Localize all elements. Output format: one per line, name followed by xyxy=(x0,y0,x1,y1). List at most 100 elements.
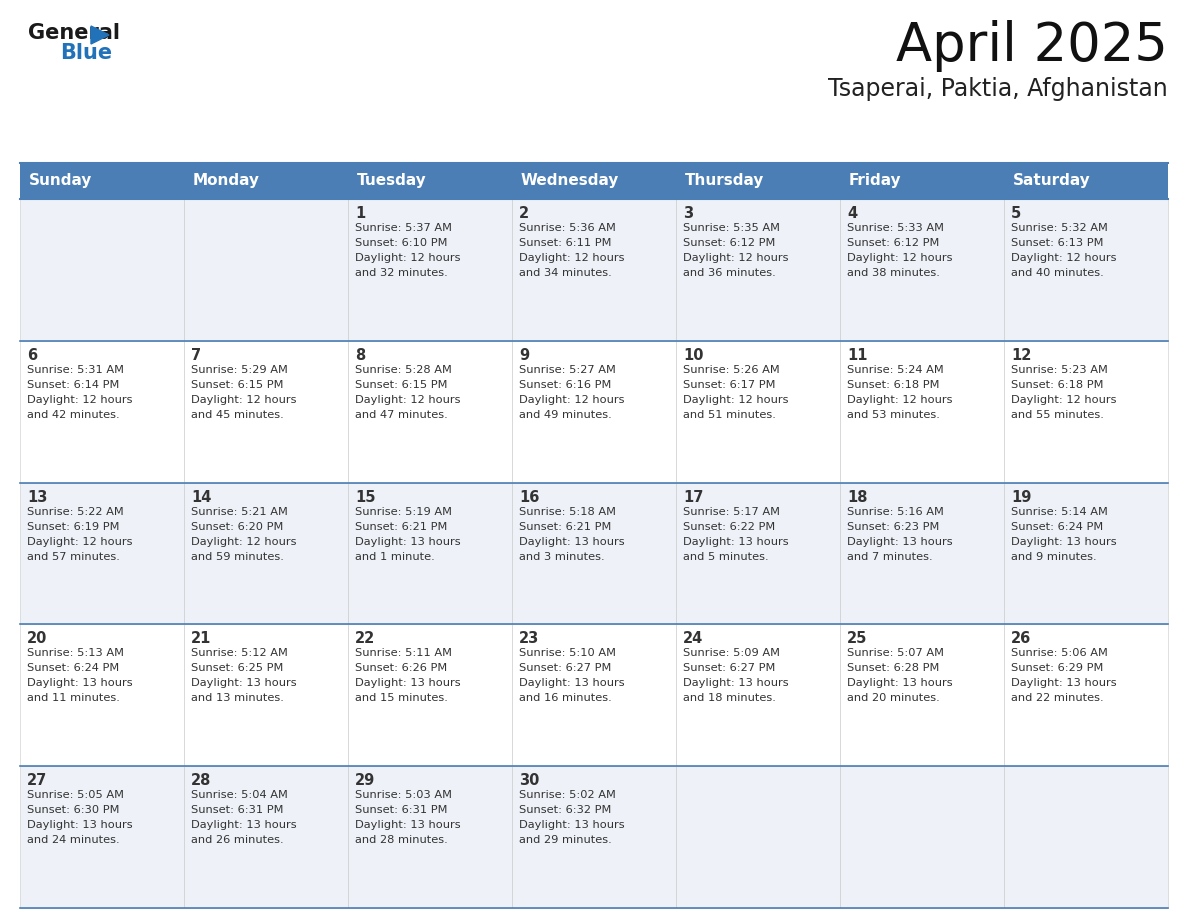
Text: and 18 minutes.: and 18 minutes. xyxy=(683,693,776,703)
Text: and 36 minutes.: and 36 minutes. xyxy=(683,268,776,278)
Text: Sunrise: 5:18 AM: Sunrise: 5:18 AM xyxy=(519,507,617,517)
Text: Daylight: 12 hours: Daylight: 12 hours xyxy=(519,395,625,405)
Text: 12: 12 xyxy=(1011,348,1031,363)
Text: 26: 26 xyxy=(1011,632,1031,646)
Text: Sunset: 6:23 PM: Sunset: 6:23 PM xyxy=(847,521,940,532)
Text: Sunset: 6:16 PM: Sunset: 6:16 PM xyxy=(519,380,612,390)
Text: Sunrise: 5:19 AM: Sunrise: 5:19 AM xyxy=(355,507,451,517)
Bar xyxy=(348,624,512,767)
Text: Daylight: 12 hours: Daylight: 12 hours xyxy=(1011,253,1117,263)
Text: Sunset: 6:24 PM: Sunset: 6:24 PM xyxy=(1011,521,1104,532)
Text: Sunrise: 5:35 AM: Sunrise: 5:35 AM xyxy=(683,223,781,233)
Bar xyxy=(20,767,184,908)
Text: and 40 minutes.: and 40 minutes. xyxy=(1011,268,1104,278)
Text: Sunset: 6:24 PM: Sunset: 6:24 PM xyxy=(27,664,119,674)
Text: 28: 28 xyxy=(191,773,211,789)
Text: 2: 2 xyxy=(519,206,529,221)
Text: and 11 minutes.: and 11 minutes. xyxy=(27,693,120,703)
Text: Daylight: 13 hours: Daylight: 13 hours xyxy=(519,678,625,688)
Text: Daylight: 13 hours: Daylight: 13 hours xyxy=(683,537,789,546)
Text: 3: 3 xyxy=(683,206,693,221)
Text: Daylight: 13 hours: Daylight: 13 hours xyxy=(847,678,953,688)
Bar xyxy=(348,483,512,624)
Text: Daylight: 12 hours: Daylight: 12 hours xyxy=(1011,395,1117,405)
Bar xyxy=(512,624,676,767)
Text: Sunrise: 5:37 AM: Sunrise: 5:37 AM xyxy=(355,223,451,233)
Text: and 57 minutes.: and 57 minutes. xyxy=(27,552,120,562)
Text: Sunrise: 5:12 AM: Sunrise: 5:12 AM xyxy=(191,648,287,658)
Text: Sunrise: 5:27 AM: Sunrise: 5:27 AM xyxy=(519,364,615,375)
Text: Sunrise: 5:26 AM: Sunrise: 5:26 AM xyxy=(683,364,779,375)
Text: Daylight: 13 hours: Daylight: 13 hours xyxy=(1011,537,1117,546)
Text: Saturday: Saturday xyxy=(1013,174,1091,188)
Bar xyxy=(20,341,184,483)
Text: Sunset: 6:21 PM: Sunset: 6:21 PM xyxy=(519,521,612,532)
Bar xyxy=(184,199,348,341)
Text: Daylight: 12 hours: Daylight: 12 hours xyxy=(27,537,133,546)
Text: Monday: Monday xyxy=(192,174,260,188)
Bar xyxy=(840,483,1004,624)
Bar xyxy=(676,624,840,767)
Text: Sunrise: 5:07 AM: Sunrise: 5:07 AM xyxy=(847,648,944,658)
Text: Sunrise: 5:09 AM: Sunrise: 5:09 AM xyxy=(683,648,781,658)
Text: Sunrise: 5:03 AM: Sunrise: 5:03 AM xyxy=(355,790,451,800)
Text: and 1 minute.: and 1 minute. xyxy=(355,552,435,562)
Text: 1: 1 xyxy=(355,206,365,221)
Text: and 45 minutes.: and 45 minutes. xyxy=(191,409,284,420)
Bar xyxy=(348,199,512,341)
Text: 19: 19 xyxy=(1011,489,1031,505)
Text: Sunday: Sunday xyxy=(29,174,93,188)
Bar xyxy=(1004,767,1168,908)
Bar xyxy=(840,624,1004,767)
Text: Sunset: 6:31 PM: Sunset: 6:31 PM xyxy=(191,805,284,815)
Text: Daylight: 13 hours: Daylight: 13 hours xyxy=(519,820,625,830)
Text: 29: 29 xyxy=(355,773,375,789)
Text: Daylight: 13 hours: Daylight: 13 hours xyxy=(355,678,461,688)
Bar xyxy=(840,199,1004,341)
Text: 7: 7 xyxy=(191,348,201,363)
Text: Sunset: 6:21 PM: Sunset: 6:21 PM xyxy=(355,521,448,532)
Polygon shape xyxy=(91,26,109,44)
Bar xyxy=(1004,624,1168,767)
Text: and 29 minutes.: and 29 minutes. xyxy=(519,835,612,845)
Text: and 42 minutes.: and 42 minutes. xyxy=(27,409,120,420)
Text: Sunrise: 5:02 AM: Sunrise: 5:02 AM xyxy=(519,790,615,800)
Bar xyxy=(840,341,1004,483)
Text: Daylight: 12 hours: Daylight: 12 hours xyxy=(847,395,953,405)
Text: Sunrise: 5:13 AM: Sunrise: 5:13 AM xyxy=(27,648,124,658)
Bar xyxy=(1004,483,1168,624)
Text: Sunset: 6:14 PM: Sunset: 6:14 PM xyxy=(27,380,119,390)
Text: 16: 16 xyxy=(519,489,539,505)
Text: Sunset: 6:30 PM: Sunset: 6:30 PM xyxy=(27,805,120,815)
Text: Sunrise: 5:23 AM: Sunrise: 5:23 AM xyxy=(1011,364,1108,375)
Text: 21: 21 xyxy=(191,632,211,646)
Text: Sunrise: 5:14 AM: Sunrise: 5:14 AM xyxy=(1011,507,1108,517)
Text: Sunrise: 5:33 AM: Sunrise: 5:33 AM xyxy=(847,223,944,233)
Text: 17: 17 xyxy=(683,489,703,505)
Text: Sunset: 6:18 PM: Sunset: 6:18 PM xyxy=(1011,380,1104,390)
Bar xyxy=(184,624,348,767)
Text: and 49 minutes.: and 49 minutes. xyxy=(519,409,612,420)
Text: Sunrise: 5:11 AM: Sunrise: 5:11 AM xyxy=(355,648,451,658)
Text: Daylight: 12 hours: Daylight: 12 hours xyxy=(355,253,461,263)
Text: Sunrise: 5:24 AM: Sunrise: 5:24 AM xyxy=(847,364,943,375)
Text: Daylight: 13 hours: Daylight: 13 hours xyxy=(519,537,625,546)
Bar xyxy=(512,483,676,624)
Text: and 26 minutes.: and 26 minutes. xyxy=(191,835,284,845)
Text: and 51 minutes.: and 51 minutes. xyxy=(683,409,776,420)
Text: Daylight: 13 hours: Daylight: 13 hours xyxy=(27,678,133,688)
Text: 27: 27 xyxy=(27,773,48,789)
Text: Sunset: 6:12 PM: Sunset: 6:12 PM xyxy=(847,238,940,248)
Text: Daylight: 12 hours: Daylight: 12 hours xyxy=(355,395,461,405)
Text: and 55 minutes.: and 55 minutes. xyxy=(1011,409,1104,420)
Text: Sunrise: 5:17 AM: Sunrise: 5:17 AM xyxy=(683,507,781,517)
Bar xyxy=(676,341,840,483)
Text: Sunset: 6:18 PM: Sunset: 6:18 PM xyxy=(847,380,940,390)
Text: Sunset: 6:28 PM: Sunset: 6:28 PM xyxy=(847,664,940,674)
Text: 14: 14 xyxy=(191,489,211,505)
Text: Sunset: 6:26 PM: Sunset: 6:26 PM xyxy=(355,664,447,674)
Text: Sunset: 6:13 PM: Sunset: 6:13 PM xyxy=(1011,238,1104,248)
Text: 10: 10 xyxy=(683,348,703,363)
Text: and 15 minutes.: and 15 minutes. xyxy=(355,693,448,703)
Bar xyxy=(512,199,676,341)
